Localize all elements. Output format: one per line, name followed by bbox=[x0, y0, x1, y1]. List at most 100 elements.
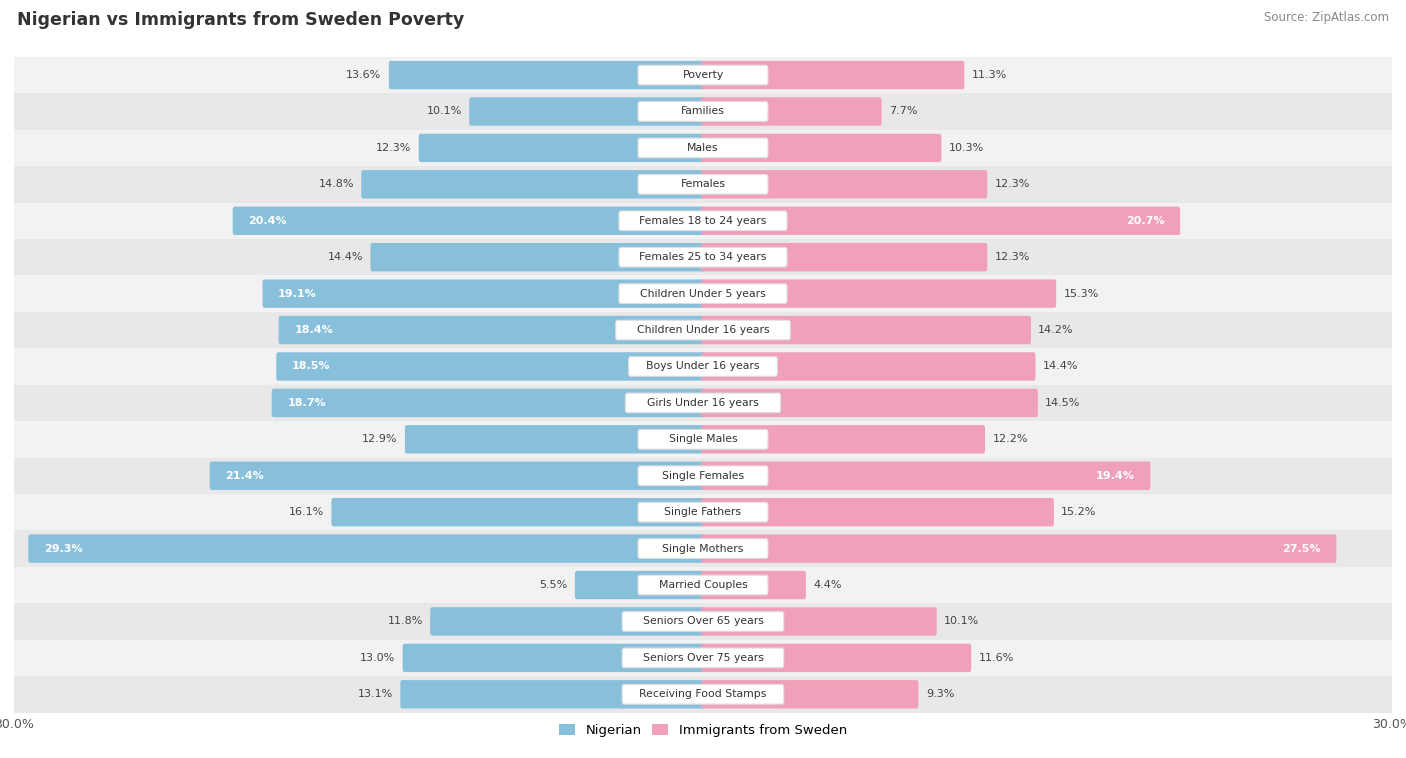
Text: Females: Females bbox=[681, 180, 725, 190]
FancyBboxPatch shape bbox=[209, 462, 704, 490]
FancyBboxPatch shape bbox=[419, 133, 704, 162]
Bar bbox=[14, 531, 1392, 567]
FancyBboxPatch shape bbox=[271, 389, 704, 417]
Text: 5.5%: 5.5% bbox=[540, 580, 568, 590]
FancyBboxPatch shape bbox=[702, 607, 936, 636]
FancyBboxPatch shape bbox=[361, 170, 704, 199]
Text: 14.4%: 14.4% bbox=[328, 252, 363, 262]
Text: 11.6%: 11.6% bbox=[979, 653, 1014, 663]
Bar bbox=[14, 567, 1392, 603]
FancyBboxPatch shape bbox=[638, 539, 768, 559]
FancyBboxPatch shape bbox=[638, 102, 768, 121]
Text: 19.4%: 19.4% bbox=[1095, 471, 1135, 481]
FancyBboxPatch shape bbox=[702, 61, 965, 89]
FancyBboxPatch shape bbox=[638, 503, 768, 522]
FancyBboxPatch shape bbox=[702, 207, 1180, 235]
Text: 13.6%: 13.6% bbox=[346, 70, 381, 80]
FancyBboxPatch shape bbox=[702, 425, 986, 453]
FancyBboxPatch shape bbox=[277, 352, 704, 381]
Text: 7.7%: 7.7% bbox=[889, 106, 918, 117]
Bar bbox=[14, 93, 1392, 130]
FancyBboxPatch shape bbox=[702, 280, 1056, 308]
Bar bbox=[14, 603, 1392, 640]
FancyBboxPatch shape bbox=[401, 680, 704, 709]
FancyBboxPatch shape bbox=[638, 174, 768, 194]
FancyBboxPatch shape bbox=[616, 320, 790, 340]
Text: Single Mothers: Single Mothers bbox=[662, 543, 744, 553]
FancyBboxPatch shape bbox=[619, 283, 787, 303]
Text: 20.7%: 20.7% bbox=[1126, 216, 1164, 226]
Bar bbox=[14, 385, 1392, 421]
FancyBboxPatch shape bbox=[638, 575, 768, 595]
FancyBboxPatch shape bbox=[402, 644, 704, 672]
Text: 16.1%: 16.1% bbox=[288, 507, 323, 517]
Text: 9.3%: 9.3% bbox=[925, 689, 955, 700]
Text: 4.4%: 4.4% bbox=[813, 580, 842, 590]
FancyBboxPatch shape bbox=[702, 571, 806, 600]
Text: Children Under 16 years: Children Under 16 years bbox=[637, 325, 769, 335]
Text: 12.2%: 12.2% bbox=[993, 434, 1028, 444]
FancyBboxPatch shape bbox=[619, 211, 787, 230]
Text: 10.1%: 10.1% bbox=[945, 616, 980, 626]
Text: Source: ZipAtlas.com: Source: ZipAtlas.com bbox=[1264, 11, 1389, 24]
FancyBboxPatch shape bbox=[638, 65, 768, 85]
FancyBboxPatch shape bbox=[702, 243, 987, 271]
Text: Seniors Over 65 years: Seniors Over 65 years bbox=[643, 616, 763, 626]
FancyBboxPatch shape bbox=[623, 684, 783, 704]
Text: 21.4%: 21.4% bbox=[225, 471, 264, 481]
Text: 14.8%: 14.8% bbox=[318, 180, 354, 190]
FancyBboxPatch shape bbox=[638, 138, 768, 158]
Text: Poverty: Poverty bbox=[682, 70, 724, 80]
Text: Girls Under 16 years: Girls Under 16 years bbox=[647, 398, 759, 408]
Text: 12.3%: 12.3% bbox=[375, 143, 412, 153]
Text: Boys Under 16 years: Boys Under 16 years bbox=[647, 362, 759, 371]
Text: 11.3%: 11.3% bbox=[972, 70, 1007, 80]
FancyBboxPatch shape bbox=[332, 498, 704, 526]
Text: 10.3%: 10.3% bbox=[949, 143, 984, 153]
Bar bbox=[14, 57, 1392, 93]
FancyBboxPatch shape bbox=[28, 534, 704, 562]
FancyBboxPatch shape bbox=[702, 97, 882, 126]
Text: Single Females: Single Females bbox=[662, 471, 744, 481]
Legend: Nigerian, Immigrants from Sweden: Nigerian, Immigrants from Sweden bbox=[554, 719, 852, 742]
Bar bbox=[14, 239, 1392, 275]
Bar bbox=[14, 202, 1392, 239]
Text: 19.1%: 19.1% bbox=[278, 289, 316, 299]
FancyBboxPatch shape bbox=[389, 61, 704, 89]
FancyBboxPatch shape bbox=[628, 356, 778, 376]
Bar bbox=[14, 640, 1392, 676]
Text: 10.1%: 10.1% bbox=[426, 106, 461, 117]
Text: 18.4%: 18.4% bbox=[294, 325, 333, 335]
FancyBboxPatch shape bbox=[370, 243, 704, 271]
Text: Married Couples: Married Couples bbox=[658, 580, 748, 590]
Bar bbox=[14, 166, 1392, 202]
FancyBboxPatch shape bbox=[626, 393, 780, 413]
Text: 18.5%: 18.5% bbox=[292, 362, 330, 371]
Text: 12.3%: 12.3% bbox=[994, 252, 1031, 262]
FancyBboxPatch shape bbox=[638, 466, 768, 486]
FancyBboxPatch shape bbox=[232, 207, 704, 235]
FancyBboxPatch shape bbox=[702, 534, 1336, 562]
Bar bbox=[14, 348, 1392, 385]
FancyBboxPatch shape bbox=[405, 425, 704, 453]
FancyBboxPatch shape bbox=[702, 352, 1036, 381]
FancyBboxPatch shape bbox=[702, 680, 918, 709]
FancyBboxPatch shape bbox=[702, 316, 1031, 344]
Text: Children Under 5 years: Children Under 5 years bbox=[640, 289, 766, 299]
Bar bbox=[14, 312, 1392, 348]
Bar bbox=[14, 458, 1392, 494]
FancyBboxPatch shape bbox=[575, 571, 704, 600]
FancyBboxPatch shape bbox=[263, 280, 704, 308]
Text: Seniors Over 75 years: Seniors Over 75 years bbox=[643, 653, 763, 663]
Text: 14.4%: 14.4% bbox=[1043, 362, 1078, 371]
Text: Females 25 to 34 years: Females 25 to 34 years bbox=[640, 252, 766, 262]
Text: 11.8%: 11.8% bbox=[388, 616, 423, 626]
FancyBboxPatch shape bbox=[430, 607, 704, 636]
FancyBboxPatch shape bbox=[623, 612, 783, 631]
FancyBboxPatch shape bbox=[702, 498, 1054, 526]
Text: 29.3%: 29.3% bbox=[44, 543, 83, 553]
Text: 27.5%: 27.5% bbox=[1282, 543, 1320, 553]
Text: Females 18 to 24 years: Females 18 to 24 years bbox=[640, 216, 766, 226]
Text: 18.7%: 18.7% bbox=[287, 398, 326, 408]
Text: 13.0%: 13.0% bbox=[360, 653, 395, 663]
